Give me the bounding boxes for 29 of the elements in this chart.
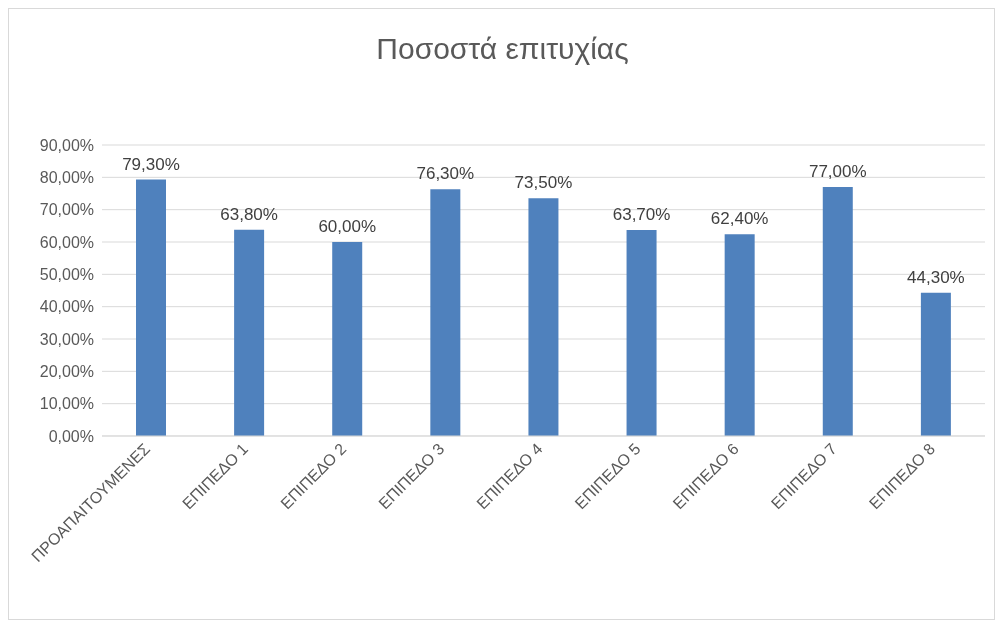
bar: [430, 189, 461, 436]
data-label: 63,70%: [612, 205, 671, 225]
chart-title: Ποσοστά επιτυχίας: [375, 32, 630, 66]
bar: [528, 198, 559, 436]
y-tick-label: 90,00%: [39, 136, 94, 154]
y-tick-label: 0,00%: [48, 427, 94, 445]
data-label: 73,50%: [514, 173, 573, 193]
bar: [822, 187, 853, 436]
bar: [724, 234, 755, 436]
y-tick-label: 50,00%: [39, 266, 94, 284]
data-label: 44,30%: [907, 267, 965, 287]
bar: [920, 292, 951, 436]
y-tick-label: 30,00%: [39, 330, 94, 348]
y-tick-label: 80,00%: [39, 169, 94, 187]
bar: [234, 229, 265, 436]
data-label: 79,30%: [122, 154, 180, 174]
data-label: 77,00%: [808, 162, 867, 182]
y-tick-label: 60,00%: [39, 233, 94, 251]
y-tick-label: 40,00%: [39, 298, 94, 316]
data-label: 63,80%: [220, 204, 278, 224]
data-label: 60,00%: [318, 217, 377, 236]
data-label: 76,30%: [416, 164, 475, 184]
y-tick-label: 70,00%: [39, 201, 94, 219]
y-tick-label: 10,00%: [39, 395, 94, 413]
bar: [626, 230, 657, 436]
y-tick-label: 20,00%: [39, 363, 94, 381]
data-label: 62,40%: [710, 209, 769, 229]
bar: [136, 179, 166, 436]
bar: [332, 242, 363, 436]
